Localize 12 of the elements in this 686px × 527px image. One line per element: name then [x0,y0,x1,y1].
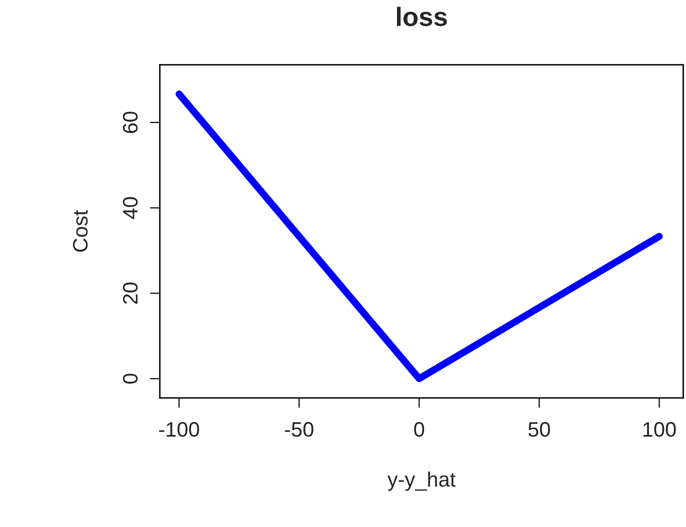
y-tick-label: 0 [122,374,138,384]
x-tick-label: -100 [159,422,200,437]
x-tick-label: 100 [643,422,676,437]
x-tick-label: 0 [414,422,424,437]
y-tick-label: 20 [122,282,138,304]
x-axis-title: y-y_hat [387,471,456,491]
x-tick-label: -50 [284,422,314,437]
y-tick-label: 60 [122,112,138,133]
x-tick-label: 50 [528,422,550,437]
y-axis-title: Cost [72,210,88,252]
y-tick-label: 40 [122,197,138,219]
chart-title: loss [396,6,447,26]
